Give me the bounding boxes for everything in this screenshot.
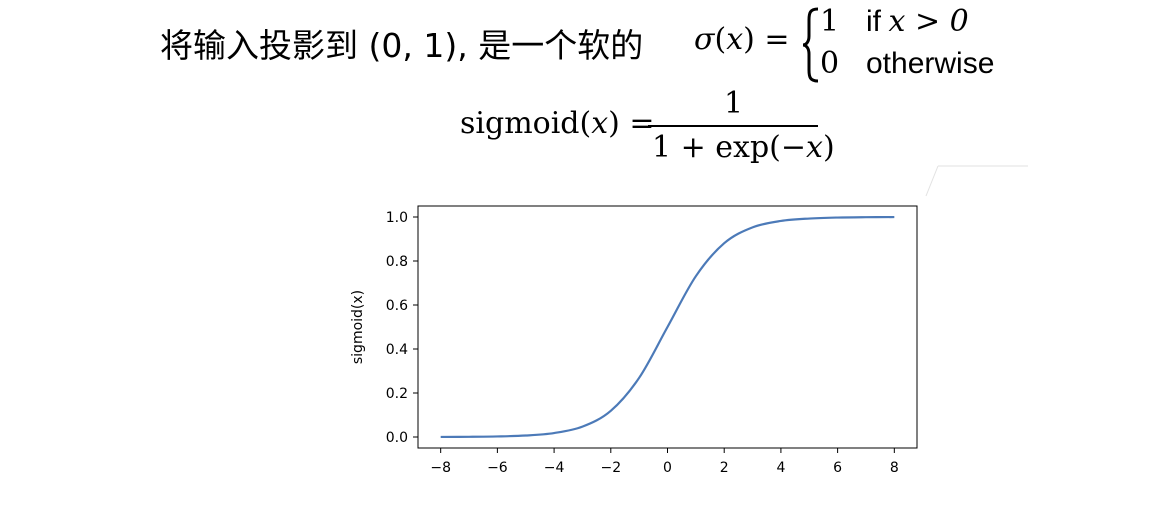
y-tick-label: 0.8 [386,254,408,270]
case2-value: 0 [820,46,840,81]
sigmoid-numerator: 1 [724,86,744,121]
case1-value: 1 [820,4,840,39]
x-tick-label: 4 [776,460,785,476]
x-tick-label: −2 [600,460,621,476]
sigmoid-denominator: 1 + exp(−x) [652,130,835,165]
y-tick-label: 1.0 [386,210,408,226]
case1-cond-expr: x > 0 [888,4,969,39]
y-axis-ticks: 0.0 0.2 0.4 0.6 0.8 1.0 [386,210,418,446]
plot-frame [417,205,918,449]
y-tick-label: 0.6 [386,298,408,314]
sigmoid-curve [440,215,895,439]
left-brace [802,7,819,83]
header-text: 将输入投影到 (0, 1), 是一个软的 [160,26,644,65]
x-axis-ticks: −8 −6 −4 −2 0 2 4 6 8 [430,448,899,476]
step-function-lhs: σ(x) = [694,22,790,57]
y-tick-label: 0.0 [386,430,408,446]
x-tick-label: −4 [544,460,565,476]
y-tick-label: 0.2 [386,386,408,402]
sigmoid-lhs: sigmoid(x) = [460,106,655,141]
sigmoid-chart: 0.0 0.2 0.4 0.6 0.8 1.0 −8 −6 −4 −2 0 2 4 6 8 sigmoid… [350,205,918,476]
y-axis-label: sigmoid(x) [350,290,366,364]
y-tick-label: 0.4 [386,342,408,358]
case1-condition: if x > 0 [866,2,969,42]
x-tick-label: 6 [833,460,842,476]
case2-condition: otherwise [866,47,995,80]
step-function: σ(x) = 1 if x > 0 0 otherwise [0,0,1174,90]
x-tick-label: 2 [720,460,729,476]
decorative-line [925,165,1028,197]
x-tick-label: −8 [430,460,451,476]
x-tick-label: 0 [663,460,672,476]
x-tick-label: 8 [890,460,899,476]
x-tick-label: −6 [487,460,508,476]
fraction-bar [648,125,818,127]
case1-cond-word: if [866,5,881,38]
